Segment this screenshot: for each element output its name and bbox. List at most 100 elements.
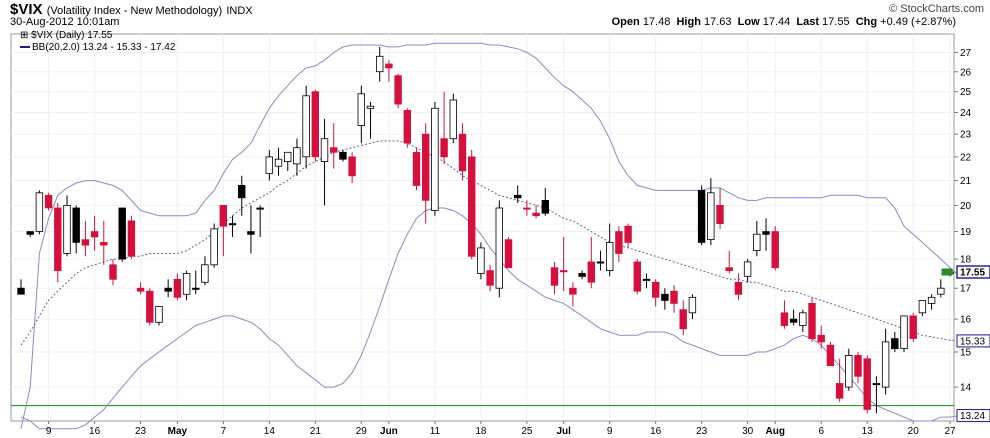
bb-mid-box: 15.33 xyxy=(956,334,990,348)
candle-body xyxy=(293,147,301,165)
candle xyxy=(366,102,375,139)
candle xyxy=(54,202,62,283)
candle xyxy=(219,204,227,257)
candle xyxy=(109,259,117,286)
candle xyxy=(697,185,706,246)
candle-body xyxy=(320,138,329,162)
candle xyxy=(449,93,457,144)
x-axis: 9 16 23 May 7 14 21 29 Jun 11 18 25 Jul 9 16 23 30 Aug 6 13… xyxy=(46,421,956,437)
candle-body xyxy=(265,156,273,174)
candle xyxy=(532,205,540,219)
candle-body xyxy=(26,231,34,235)
candle xyxy=(716,187,724,229)
candle xyxy=(90,215,99,251)
candle-body xyxy=(100,241,108,246)
last-value-box: 17.55 xyxy=(956,265,990,279)
candle xyxy=(237,175,246,216)
y-tick-label: 15 xyxy=(960,347,972,358)
candle xyxy=(210,223,218,268)
last-price-marker-icon xyxy=(941,268,953,276)
y-tick-label: 16 xyxy=(960,315,972,326)
candle-body xyxy=(780,312,789,326)
value-boxes: 17.55 15.33 13.24 xyxy=(941,265,990,423)
candle xyxy=(100,220,108,265)
candle-body xyxy=(385,63,393,69)
candle xyxy=(385,60,393,82)
candle-body xyxy=(274,158,283,167)
candle-body xyxy=(228,223,237,226)
candle-body xyxy=(421,133,430,201)
x-tick-label: Jul xyxy=(556,426,571,437)
candle-body xyxy=(578,273,586,277)
x-tick-label: 27 xyxy=(944,426,956,437)
candle-body xyxy=(219,204,227,227)
high-value: 17.63 xyxy=(703,16,732,28)
candle-body xyxy=(403,110,411,144)
candle xyxy=(909,312,917,342)
candle xyxy=(560,236,568,292)
candle xyxy=(743,259,752,283)
legend-bb: BB(20,2.0) 13.24 - 15.33 - 17.42 xyxy=(20,42,175,53)
candle-body xyxy=(458,133,467,172)
candle-body xyxy=(808,302,816,339)
candle xyxy=(136,282,145,295)
candle-body xyxy=(652,281,660,298)
candle-body xyxy=(90,231,99,238)
candle-body xyxy=(587,261,595,283)
candle xyxy=(81,220,90,257)
candle xyxy=(146,288,154,326)
candle xyxy=(679,300,687,336)
candle-body xyxy=(182,273,191,295)
candle-body xyxy=(136,287,145,292)
candle-body xyxy=(311,91,319,158)
candle xyxy=(863,355,871,414)
candle-body xyxy=(504,239,513,269)
candle xyxy=(247,205,255,254)
y-tick-label: 20 xyxy=(960,201,972,212)
candle xyxy=(826,341,835,367)
candle xyxy=(440,91,448,164)
candle xyxy=(937,279,945,298)
candle-body xyxy=(192,287,200,290)
candle xyxy=(734,273,743,301)
candle-body xyxy=(937,287,945,295)
candle xyxy=(872,376,881,414)
candle-body xyxy=(35,192,44,232)
x-tick-label: 16 xyxy=(650,426,662,437)
candle xyxy=(17,279,25,295)
last-value-box-label: 17.55 xyxy=(960,268,985,279)
candle-body xyxy=(431,107,439,211)
candle xyxy=(421,123,430,224)
candle xyxy=(688,294,697,320)
candle xyxy=(375,46,384,82)
candle xyxy=(606,223,614,277)
candle xyxy=(753,220,761,257)
bb-middle-band xyxy=(20,140,960,346)
candle-body xyxy=(596,261,605,264)
candle-body xyxy=(127,220,136,257)
candle xyxy=(412,147,421,191)
candle-body xyxy=(541,199,549,214)
chg-value: +0.49 (+2.87%) xyxy=(880,16,956,28)
candle xyxy=(182,270,191,301)
open-value: 17.48 xyxy=(642,16,671,28)
candle-body xyxy=(109,264,117,280)
candle xyxy=(596,250,605,271)
legend-bb-text: BB(20,2.0) 13.24 - 15.33 - 17.42 xyxy=(32,42,176,53)
candle-body xyxy=(247,231,255,235)
candle-body xyxy=(164,287,172,292)
candle-body xyxy=(615,231,623,254)
candle-body xyxy=(302,95,310,158)
candle-body xyxy=(495,207,503,289)
candle-body xyxy=(72,207,80,243)
candle xyxy=(808,297,816,342)
candle-body xyxy=(670,290,678,304)
candle-body xyxy=(826,344,835,367)
candle xyxy=(771,226,779,271)
candle xyxy=(845,348,853,391)
candle-body xyxy=(412,151,421,186)
y-tick-label: 25 xyxy=(960,87,972,98)
candle-body xyxy=(863,358,871,410)
y-tick-label: 14 xyxy=(960,383,972,394)
x-tick-label: 30 xyxy=(742,426,754,437)
